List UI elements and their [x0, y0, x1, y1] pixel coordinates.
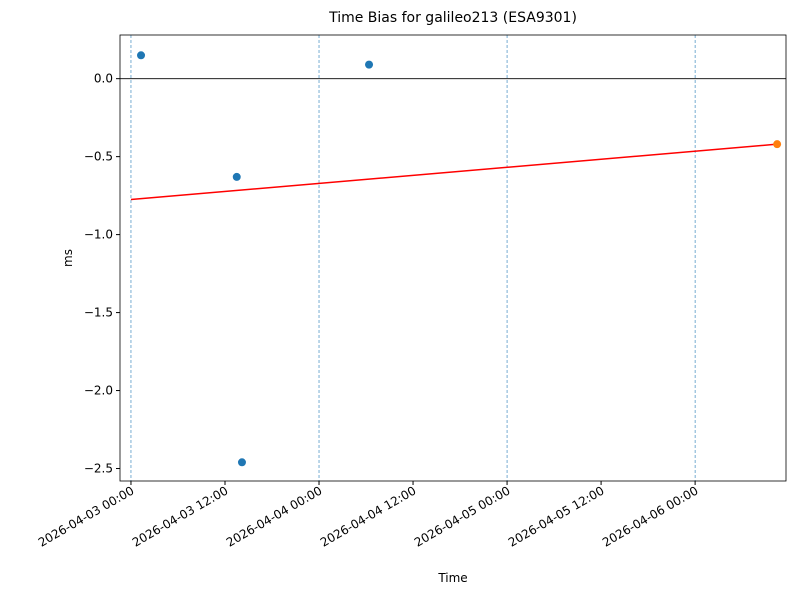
y-tick-label: 0.0 [94, 72, 113, 86]
x-axis-label: Time [437, 571, 467, 585]
y-axis-label: ms [61, 249, 75, 267]
point [137, 51, 146, 60]
x-tick-label: 2026-04-03 00:00 [36, 483, 137, 549]
point [237, 458, 246, 467]
x-tick-label: 2026-04-03 12:00 [130, 483, 231, 549]
x-tick-label: 2026-04-04 12:00 [318, 483, 419, 549]
trend-line [130, 143, 778, 201]
point [232, 172, 241, 181]
x-tick-label: 2026-04-05 12:00 [506, 483, 607, 549]
y-tick-label: −0.5 [84, 150, 113, 164]
y-tick-label: −1.0 [84, 228, 113, 242]
chart-title: Time Bias for galileo213 (ESA9301) [328, 10, 577, 26]
y-tick-label: −1.5 [84, 306, 113, 320]
x-tick-label: 2026-04-06 00:00 [600, 483, 701, 549]
point [773, 140, 782, 149]
plot-frame [119, 34, 787, 482]
y-tick-label: −2.5 [84, 462, 113, 476]
y-tick-label: −2.0 [84, 384, 113, 398]
point [365, 60, 374, 69]
x-tick-label: 2026-04-04 00:00 [224, 483, 325, 549]
x-tick-label: 2026-04-05 00:00 [412, 483, 513, 549]
